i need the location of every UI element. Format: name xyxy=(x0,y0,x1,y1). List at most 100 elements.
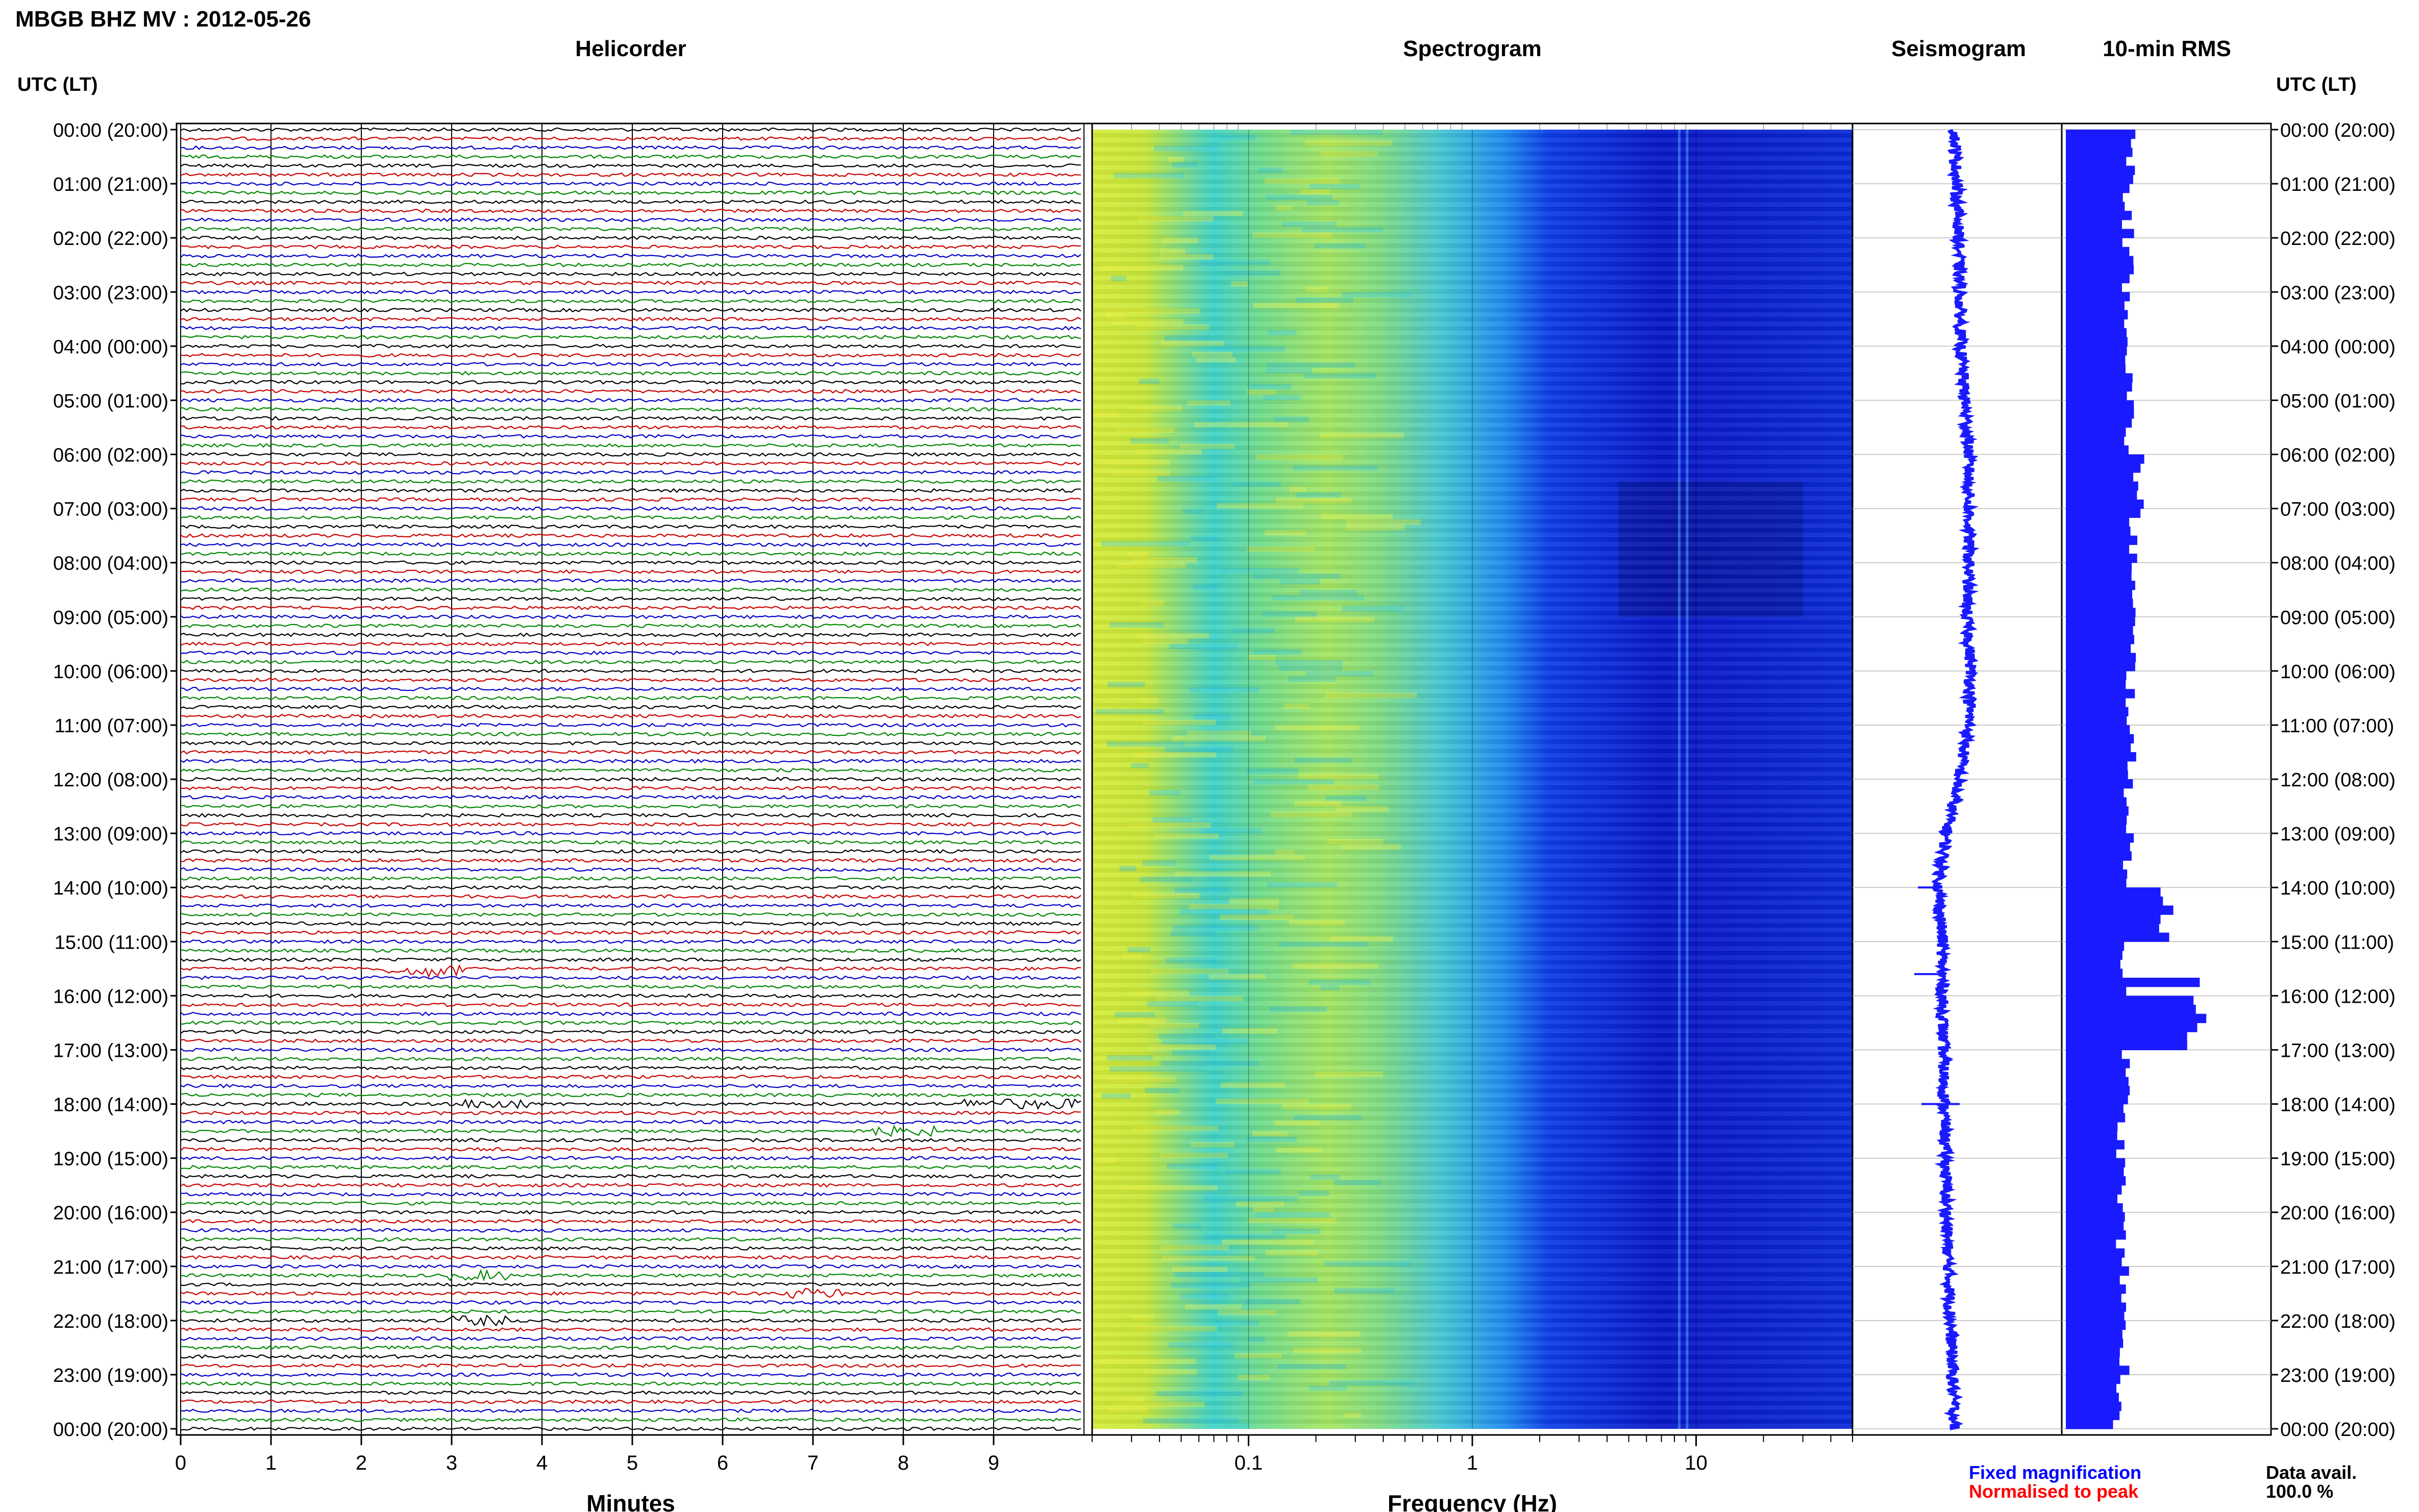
time-label-right: 02:00 (22:00) xyxy=(2280,228,2396,250)
time-label-left: 00:00 (20:00) xyxy=(53,120,168,141)
helicorder-panel: 0 1 2 3 4 5 6 7 8 9 xyxy=(175,122,1093,1474)
rms-bar xyxy=(2066,1239,2116,1249)
rms-bar xyxy=(2066,626,2133,635)
rms-bar xyxy=(2066,815,2127,825)
helicorder-trace xyxy=(180,1093,1081,1098)
time-label-left: 08:00 (04:00) xyxy=(53,553,168,575)
helicorder-trace xyxy=(180,1038,1081,1044)
helicorder-trace xyxy=(180,443,1081,448)
helicorder-trace xyxy=(180,1074,1081,1079)
rms-bar xyxy=(2066,192,2123,203)
rms-bar xyxy=(2066,842,2130,852)
rms-bar xyxy=(2066,274,2130,284)
helicorder-trace xyxy=(180,750,1081,755)
rms-bar xyxy=(2066,1077,2129,1086)
rms-bar xyxy=(2066,824,2127,834)
helicorder-trace xyxy=(180,1020,1081,1025)
helicorder-trace xyxy=(180,335,1081,340)
rms-bar xyxy=(2066,996,2194,1005)
helicorder-trace xyxy=(180,623,1081,628)
rms-panel xyxy=(2061,122,2272,1436)
helicorder-trace xyxy=(180,587,1081,592)
time-axis-labels: 00:00 (20:00) 00:00 (20:00) 01:00 (21:00) 0… xyxy=(53,120,2396,1441)
rms-bar xyxy=(2066,1086,2130,1096)
rms-bar xyxy=(2066,752,2136,762)
rms-bar xyxy=(2066,616,2135,627)
helicorder-trace xyxy=(180,172,1081,177)
helicorder-trace xyxy=(180,993,1081,998)
rms-bar xyxy=(2066,490,2137,500)
helicorder-xtick-label: 3 xyxy=(446,1452,457,1474)
rms-bar xyxy=(2066,1366,2130,1375)
rms-bar xyxy=(2066,914,2161,924)
rms-bar xyxy=(2066,346,2127,356)
rms-bar xyxy=(2066,499,2144,509)
helicorder-trace xyxy=(180,1408,1081,1414)
rms-bar xyxy=(2066,1013,2207,1023)
time-label-left: 14:00 (10:00) xyxy=(53,878,168,899)
rms-bar xyxy=(2066,1040,2187,1051)
spectrogram-xtick-label: 0.1 xyxy=(1235,1452,1263,1474)
rms-bar xyxy=(2066,608,2136,617)
helicorder-trace xyxy=(180,1228,1081,1233)
rms-bar xyxy=(2066,1339,2124,1348)
rms-bar xyxy=(2066,1158,2126,1168)
time-label-left: 06:00 (02:00) xyxy=(53,445,168,466)
rms-bar xyxy=(2066,138,2131,148)
rms-bar xyxy=(2066,698,2126,708)
helicorder-trace xyxy=(180,1164,1081,1170)
helicorder-trace xyxy=(180,1255,1081,1260)
time-label-right: 01:00 (21:00) xyxy=(2280,174,2396,195)
rms-bar xyxy=(2066,932,2169,942)
rms-bar xyxy=(2066,256,2134,265)
helicorder-trace xyxy=(180,299,1081,304)
rms-bar xyxy=(2066,1257,2122,1267)
time-label-left: 17:00 (13:00) xyxy=(53,1040,168,1061)
helicorder-trace xyxy=(180,858,1081,863)
rms-bar xyxy=(2066,887,2161,897)
helicorder-trace xyxy=(180,704,1081,710)
helicorder-trace xyxy=(180,840,1081,845)
rms-bar xyxy=(2066,653,2136,662)
helicorder-trace xyxy=(180,1336,1081,1341)
helicorder-trace xyxy=(180,713,1081,718)
time-label-right: 00:00 (20:00) xyxy=(2280,1419,2396,1441)
helicorder-trace xyxy=(180,939,1081,944)
rms-bar xyxy=(2066,337,2128,346)
spectrogram-texture xyxy=(1092,130,1853,1429)
time-label-right: 03:00 (23:00) xyxy=(2280,282,2396,304)
rms-bar xyxy=(2066,599,2133,608)
helicorder-trace xyxy=(180,1201,1081,1206)
rms-bar xyxy=(2066,1059,2130,1069)
helicorder-trace xyxy=(180,1124,1081,1137)
rms-bar xyxy=(2066,328,2127,338)
time-label-left: 09:00 (05:00) xyxy=(53,607,168,629)
helicorder-trace xyxy=(180,1417,1081,1422)
rms-bar xyxy=(2066,283,2122,292)
helicorder-trace xyxy=(180,569,1081,574)
helicorder-trace xyxy=(180,677,1081,682)
spectrogram-xtick-label: 1 xyxy=(1467,1452,1478,1474)
rms-bar xyxy=(2066,517,2130,527)
helicorder-trace xyxy=(180,849,1081,854)
helicorder-trace xyxy=(180,614,1081,619)
helicorder-trace xyxy=(180,398,1081,403)
helicorder-trace xyxy=(180,885,1081,890)
helicorder-trace xyxy=(180,326,1081,331)
rms-bar xyxy=(2066,1203,2123,1213)
helicorder-trace xyxy=(180,1300,1081,1305)
rms-bar xyxy=(2066,436,2125,446)
helicorder-trace xyxy=(180,1155,1081,1161)
rms-bar xyxy=(2066,562,2132,572)
helicorder-trace xyxy=(180,1246,1081,1251)
helicorder-trace xyxy=(180,244,1081,250)
helicorder-trace xyxy=(180,1137,1081,1143)
helicorder-trace xyxy=(180,632,1081,637)
data-avail-label: Data avail. xyxy=(2266,1462,2357,1483)
helicorder-trace xyxy=(180,876,1081,881)
rms-bar xyxy=(2066,905,2174,915)
helicorder-trace xyxy=(180,1147,1081,1152)
spectrogram-title: Spectrogram xyxy=(1403,36,1541,61)
helicorder-trace xyxy=(180,813,1081,818)
rms-bar xyxy=(2066,1329,2122,1339)
